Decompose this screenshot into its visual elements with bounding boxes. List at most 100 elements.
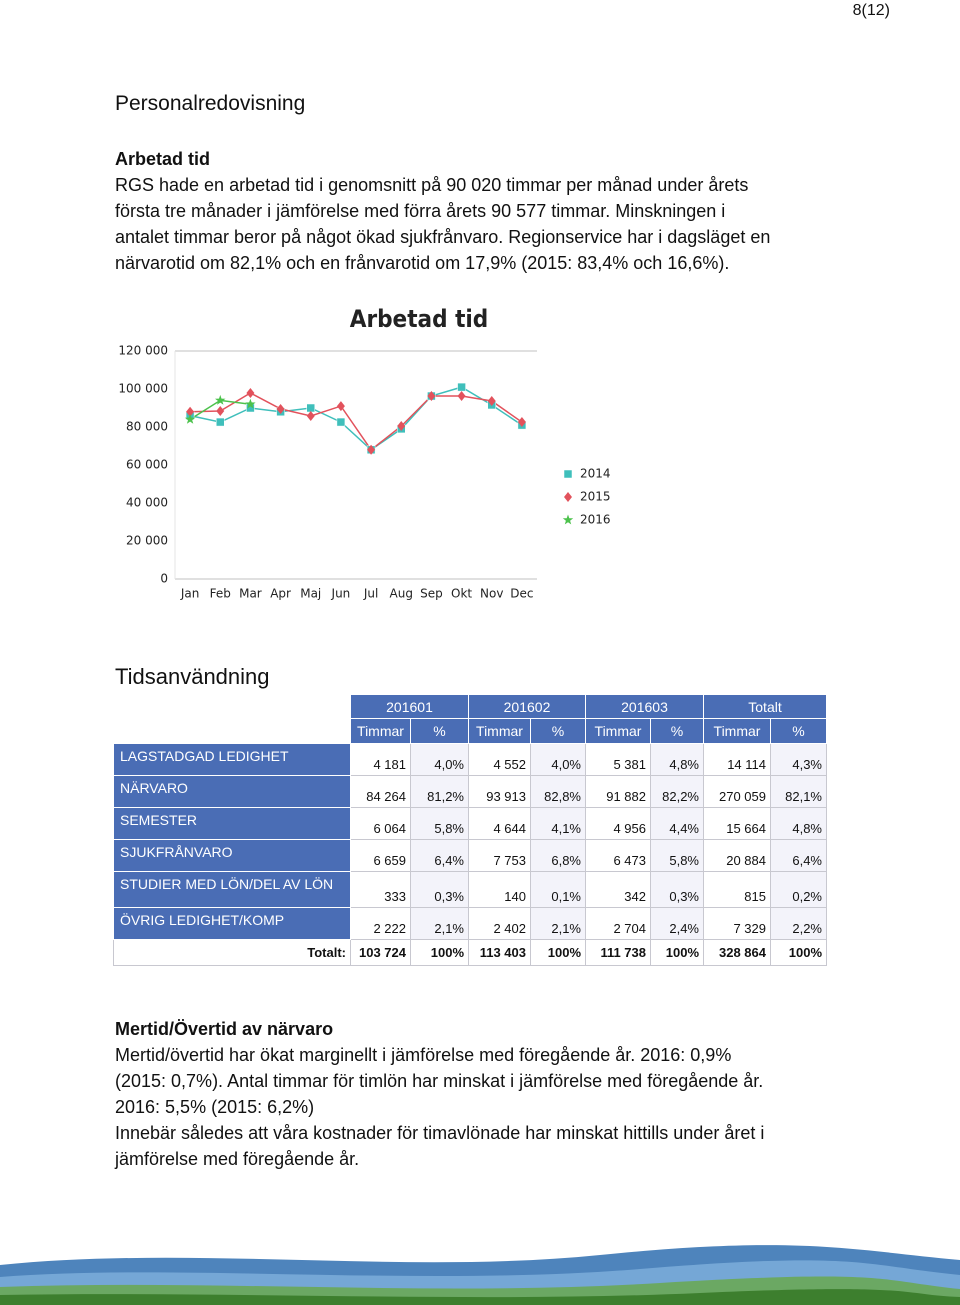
marker: [562, 514, 574, 525]
x-tick-label: Nov: [480, 587, 503, 601]
page-number: 8(12): [852, 2, 890, 19]
total-cell: 111 738: [585, 939, 651, 966]
row-label: LAGSTADGAD LEDIGHET: [113, 743, 351, 776]
cell: 6 473: [585, 839, 651, 872]
marker: [457, 391, 466, 402]
x-tick-label: Dec: [510, 587, 533, 601]
text-line: antalet timmar beror på något ökad sjukf…: [115, 227, 771, 247]
section-title: Tidsanvändning: [115, 664, 270, 689]
footer-decoration: [0, 1245, 960, 1305]
cell: 2,1%: [530, 907, 586, 940]
heading: Personalredovisning: [115, 92, 306, 115]
cell: 4 552: [468, 743, 531, 776]
cell: 5 381: [585, 743, 651, 776]
cell: 0,1%: [530, 871, 586, 908]
marker: [216, 417, 225, 427]
cell: 91 882: [585, 775, 651, 808]
legend-label: 2016: [580, 513, 611, 527]
cell: 815: [703, 871, 771, 908]
sub-header: Timmar: [585, 718, 651, 744]
chart: Arbetad tid 0 20 000 40 000 60 000 80 000 100…: [118, 305, 611, 601]
text-line: jämförelse med föregående år.: [115, 1149, 360, 1169]
marker: [246, 387, 255, 398]
y-tick-label: 60 000: [126, 458, 168, 472]
total-label: Totalt:: [113, 939, 351, 966]
marker: [517, 417, 526, 428]
header-row: 201601 201602 201603 Totalt: [114, 694, 827, 719]
marker: [564, 492, 572, 502]
sub-header: %: [650, 718, 704, 744]
cell: 20 884: [703, 839, 771, 872]
text-line: (2015: 0,7%). Antal timmar för timlön ha…: [115, 1071, 764, 1091]
cell: 270 059: [703, 775, 771, 808]
marker: [306, 410, 315, 421]
cell: 6,8%: [530, 839, 586, 872]
marker: [336, 401, 345, 412]
text-line: 2016: 5,5% (2015: 6,2%): [115, 1097, 315, 1117]
x-tick-label: Feb: [210, 587, 231, 601]
total-row: Totalt: 103 724 100% 113 403 100% 111 738 100%…: [113, 939, 827, 966]
marker: [215, 394, 226, 405]
row-label: SJUKFRÅNVARO: [113, 839, 351, 872]
cell: 0,3%: [650, 871, 704, 908]
cell: 4,8%: [650, 743, 704, 776]
cell: 0,3%: [410, 871, 469, 908]
cell: 82,8%: [530, 775, 586, 808]
total-cell: 100%: [410, 939, 469, 966]
cell: 2,4%: [650, 907, 704, 940]
sub-header: %: [410, 718, 469, 744]
y-tick-label: 100 000: [118, 382, 168, 396]
cell: 2 222: [350, 907, 411, 940]
x-tick-label: Maj: [300, 587, 321, 601]
cell: 6 064: [350, 807, 411, 840]
section-title: Mertid/Övertid av närvaro: [115, 1019, 334, 1039]
marker: [184, 413, 196, 424]
group-header: 201601: [350, 694, 469, 719]
cell: 333: [350, 871, 411, 908]
cell: 5,8%: [410, 807, 469, 840]
table-row: ÖVRIG LEDIGHET/KOMP 2 222 2,1% 2 402 2,1% 2 7…: [113, 907, 827, 940]
marker: [563, 469, 573, 479]
cell: 5,8%: [650, 839, 704, 872]
text-line: närvarotid om 82,1% och en frånvarotid o…: [115, 253, 730, 273]
corner: [114, 695, 351, 719]
x-tick-label: Apr: [270, 587, 291, 601]
cell: 6,4%: [410, 839, 469, 872]
total-cell: 100%: [530, 939, 586, 966]
total-cell: 100%: [770, 939, 827, 966]
y-tick-label: 120 000: [118, 344, 168, 358]
marker: [306, 403, 315, 413]
cell: 4 181: [350, 743, 411, 776]
x-tick-label: Aug: [390, 587, 413, 601]
marker: [397, 421, 406, 432]
x-tick-label: Jul: [363, 587, 378, 601]
x-tick-label: Okt: [451, 587, 472, 601]
header-row: Timmar% Timmar% Timmar% Timmar%: [114, 718, 827, 744]
cell: 4,1%: [530, 807, 586, 840]
marker: [427, 391, 436, 402]
sub-header: %: [770, 718, 827, 744]
sub-header: Timmar: [703, 718, 771, 744]
cell: 140: [468, 871, 531, 908]
marker: [245, 398, 256, 409]
table-row: STUDIER MED LÖN/DEL AV LÖN 333 0,3% 140 0,1%…: [113, 871, 827, 908]
cell: 4,8%: [770, 807, 827, 840]
row-label: STUDIER MED LÖN/DEL AV LÖN: [113, 871, 351, 908]
cell: 93 913: [468, 775, 531, 808]
series-line: [189, 386, 523, 451]
cell: 4 956: [585, 807, 651, 840]
y-tick-label: 40 000: [126, 496, 168, 510]
table-row: SEMESTER 6 064 5,8% 4 644 4,1% 4 956 4,4% 15 66…: [113, 807, 827, 840]
marker: [276, 403, 285, 414]
legend-label: 2015: [580, 490, 611, 504]
total-cell: 103 724: [350, 939, 411, 966]
x-tick-label: Jan: [180, 587, 200, 601]
total-cell: 328 864: [703, 939, 771, 966]
cell: 14 114: [703, 743, 771, 776]
x-tick-label: Mar: [239, 587, 262, 601]
text-line: RGS hade en arbetad tid i genomsnitt på …: [115, 175, 749, 195]
row-label: NÄRVARO: [113, 775, 351, 808]
cell: 4 644: [468, 807, 531, 840]
cell: 2 704: [585, 907, 651, 940]
total-cell: 100%: [650, 939, 704, 966]
